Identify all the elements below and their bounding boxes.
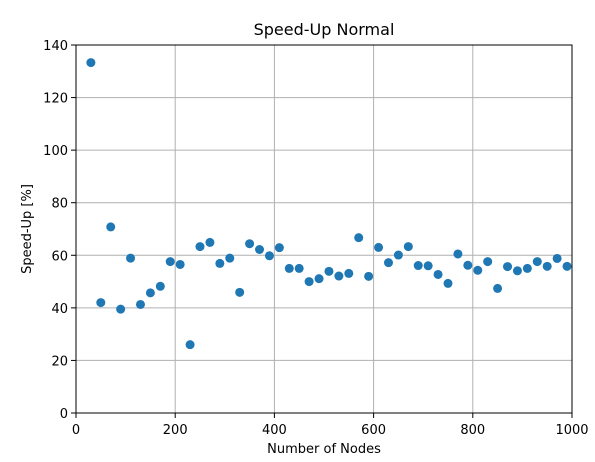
data-point	[165, 257, 175, 267]
data-point	[145, 288, 155, 298]
data-point	[413, 261, 423, 271]
data-point	[215, 258, 225, 268]
y-tick-label: 80	[51, 197, 68, 212]
data-point	[324, 266, 334, 276]
data-point	[314, 274, 324, 284]
data-point	[126, 253, 136, 263]
data-point	[106, 222, 116, 232]
x-tick-label: 400	[262, 423, 287, 438]
data-point	[86, 58, 96, 68]
x-axis-title: Number of Nodes	[267, 442, 381, 457]
data-point	[284, 263, 294, 273]
data-point	[155, 281, 165, 291]
data-point	[562, 261, 572, 271]
data-point	[185, 340, 195, 350]
y-tick-label: 60	[51, 249, 68, 264]
data-point	[443, 278, 453, 288]
y-tick-label: 120	[43, 92, 68, 107]
data-point	[274, 243, 284, 253]
data-point	[304, 277, 314, 287]
data-point	[383, 258, 393, 268]
data-point	[135, 299, 145, 309]
data-point	[473, 265, 483, 275]
data-point	[205, 237, 215, 247]
data-point	[195, 242, 205, 252]
data-point	[532, 257, 542, 267]
data-point	[116, 304, 126, 314]
data-point	[344, 268, 354, 278]
data-point	[255, 245, 265, 255]
y-axis: 0 20 40 60 80 100 120 140	[43, 39, 76, 422]
data-point	[354, 233, 364, 243]
data-point	[542, 261, 552, 271]
data-point	[393, 250, 403, 260]
data-point	[175, 259, 185, 269]
data-point	[493, 283, 503, 293]
data-point	[433, 269, 443, 279]
x-tick-label: 1000	[555, 423, 588, 438]
x-tick-label: 0	[72, 423, 80, 438]
x-tick-label: 600	[361, 423, 386, 438]
data-point	[334, 271, 344, 281]
x-tick-label: 200	[163, 423, 188, 438]
y-tick-label: 100	[43, 144, 68, 159]
data-point	[512, 266, 522, 276]
data-point	[522, 263, 532, 273]
chart-title: Speed-Up Normal	[254, 20, 395, 39]
y-tick-label: 0	[60, 407, 68, 422]
data-point	[552, 253, 562, 263]
data-point	[453, 249, 463, 259]
data-point	[463, 260, 473, 270]
y-tick-label: 20	[51, 354, 68, 369]
data-point	[403, 242, 413, 252]
y-tick-label: 40	[51, 302, 68, 317]
data-points	[86, 58, 572, 350]
plot-frame	[75, 44, 573, 414]
data-point	[245, 239, 255, 249]
data-point	[264, 251, 274, 261]
data-point	[503, 262, 513, 272]
data-point	[96, 298, 106, 308]
data-point	[235, 287, 245, 297]
data-point	[225, 253, 235, 263]
data-point	[483, 257, 493, 267]
data-point	[423, 261, 433, 271]
y-tick-label: 140	[43, 39, 68, 54]
data-point	[364, 271, 374, 281]
x-tick-label: 800	[460, 423, 485, 438]
y-axis-title: Speed-Up [%]	[20, 184, 35, 274]
data-point	[294, 263, 304, 273]
data-point	[374, 242, 384, 252]
x-axis: 0 200 400 600 800 1000	[72, 413, 589, 438]
